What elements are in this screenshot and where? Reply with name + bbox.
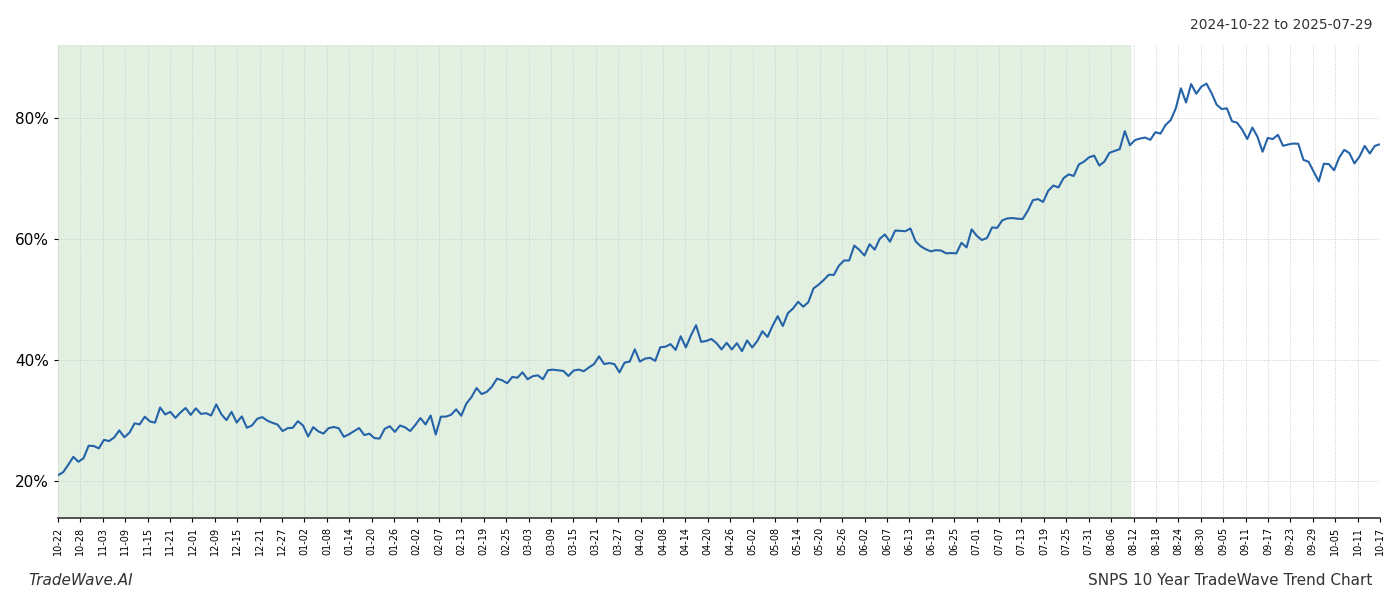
Bar xyxy=(57,45,1130,518)
Text: 2024-10-22 to 2025-07-29: 2024-10-22 to 2025-07-29 xyxy=(1190,18,1372,32)
Text: SNPS 10 Year TradeWave Trend Chart: SNPS 10 Year TradeWave Trend Chart xyxy=(1088,573,1372,588)
Text: TradeWave.AI: TradeWave.AI xyxy=(28,573,133,588)
